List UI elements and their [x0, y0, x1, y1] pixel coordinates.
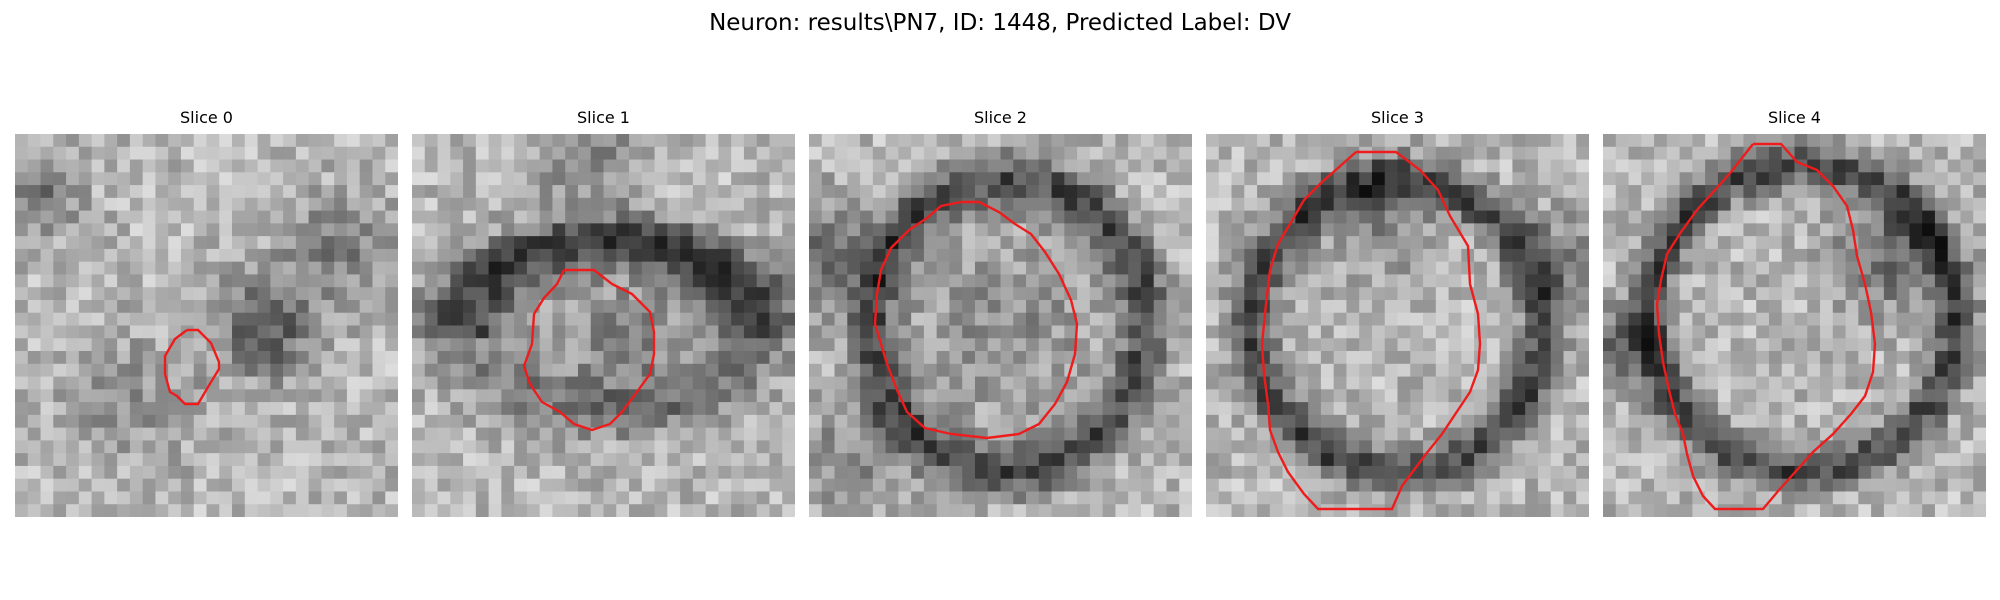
slice-title: Slice 0 [180, 108, 233, 127]
slice-image [15, 134, 398, 517]
segmentation-contour [873, 200, 1079, 440]
segmentation-contour [163, 328, 221, 406]
slice-title: Slice 2 [974, 108, 1027, 127]
slice-panel-0: Slice 0 [15, 108, 398, 517]
slice-image [412, 134, 795, 517]
slice-title: Slice 4 [1768, 108, 1821, 127]
slice-panel-3: Slice 3 [1206, 108, 1589, 517]
slice-panel-1: Slice 1 [412, 108, 795, 517]
segmentation-contour [522, 268, 656, 432]
slice-panel-2: Slice 2 [809, 108, 1192, 517]
slice-image [1206, 134, 1589, 517]
segmentation-contour [1260, 150, 1482, 511]
slice-image [809, 134, 1192, 517]
slice-title: Slice 3 [1371, 108, 1424, 127]
slice-image [1603, 134, 1986, 517]
slice-title: Slice 1 [577, 108, 630, 127]
segmentation-contour [1655, 142, 1877, 511]
slice-panel-4: Slice 4 [1603, 108, 1986, 517]
figure-title: Neuron: results\PN7, ID: 1448, Predicted… [709, 10, 1291, 36]
